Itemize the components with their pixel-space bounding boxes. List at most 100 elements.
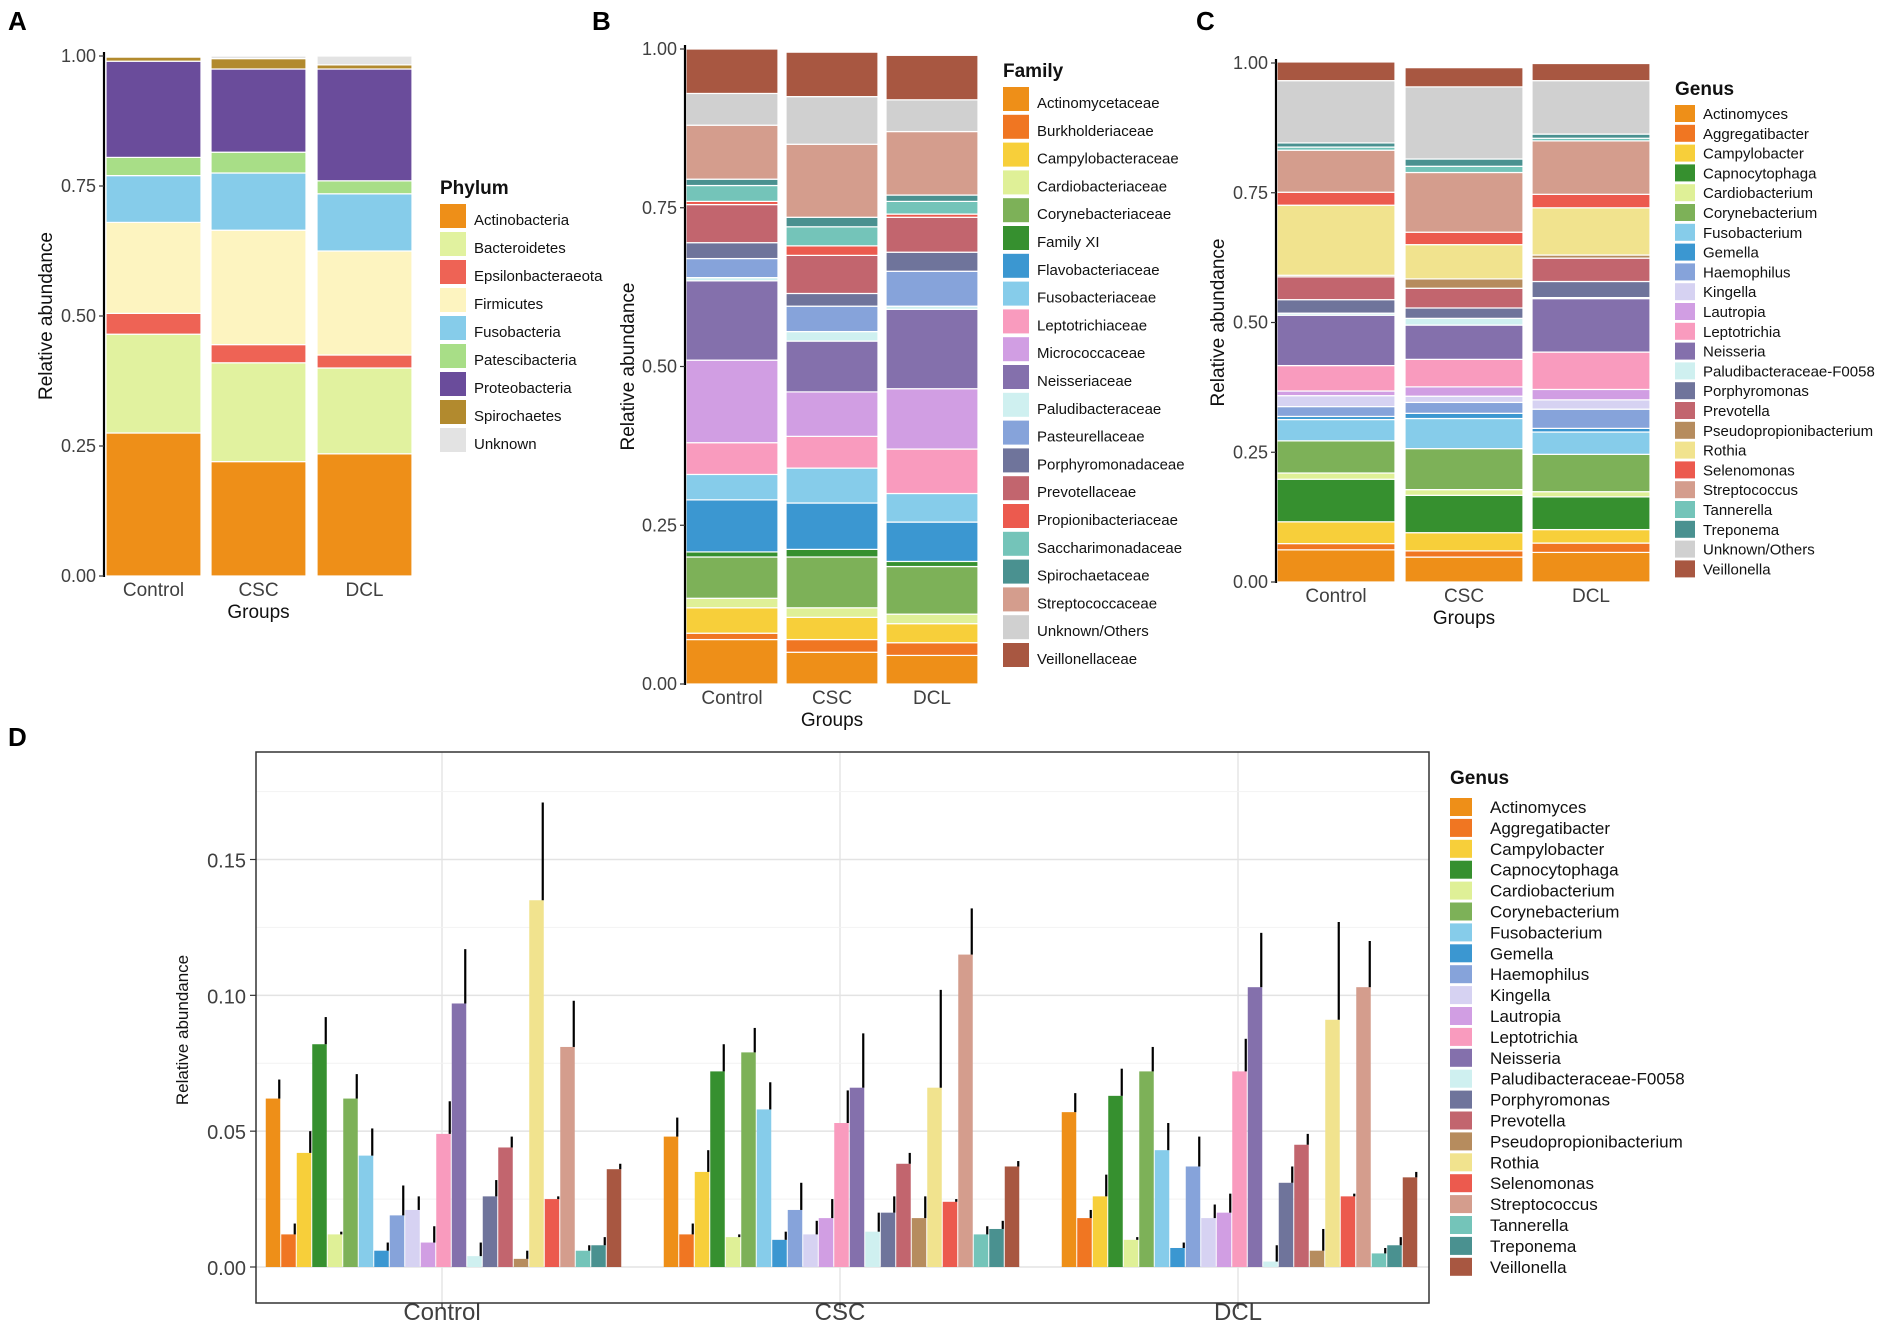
legend-swatch-leptotrichia — [1450, 1027, 1472, 1046]
legend-label: Family XI — [1037, 234, 1100, 251]
bar-segment-csc-porphyromonadaceae — [785, 292, 879, 307]
bar-dcl-gemella — [1170, 1247, 1185, 1267]
bar-segment-control-treponema — [1276, 142, 1396, 148]
legend-swatch-paludibacteraceae-f0058 — [1450, 1069, 1472, 1088]
bar-segment-csc-unknown — [210, 55, 307, 60]
legend-swatch-actinobacteria — [440, 204, 466, 228]
bar-dcl-capnocytophaga — [1108, 1095, 1123, 1267]
bar-segment-csc-veillonella — [1404, 67, 1524, 88]
bar-segment-dcl-cardiobacteriaceae — [885, 613, 979, 625]
bar-segment-dcl-fusobacteria — [316, 193, 413, 252]
legend-label: Unknown/Others — [1037, 623, 1149, 640]
legend-label: Unknown — [474, 436, 537, 453]
bar-csc-lautropia — [818, 1218, 834, 1267]
legend-label: Kingella — [1490, 986, 1551, 1005]
bar-csc-kingella — [803, 1234, 818, 1267]
legend-label: Neisseria — [1703, 344, 1766, 361]
x-tick-label: CSC — [812, 688, 852, 709]
bar-segment-csc-pseudopropionibacterium — [1404, 278, 1524, 289]
legend-swatch-streptococcus — [1450, 1195, 1472, 1214]
legend-swatch-kingella — [1450, 986, 1472, 1005]
bar-segment-control-leptotrichiaceae — [685, 442, 779, 476]
panel-label: D — [8, 722, 27, 752]
y-axis-title: Relative abundance — [173, 955, 192, 1105]
legend-swatch-cardiobacterium — [1450, 881, 1472, 900]
legend-label: Lautropia — [1490, 1007, 1561, 1026]
bar-segment-control-spirochaetes — [105, 56, 202, 62]
x-axis-title: Groups — [801, 710, 863, 731]
bar-segment-dcl-streptococcus — [1531, 140, 1651, 195]
legend-swatch-campylobacter — [1450, 839, 1472, 858]
bar-segment-csc-actinomycetaceae — [785, 651, 879, 685]
bar-segment-control-cardiobacterium — [1276, 472, 1396, 480]
legend-swatch-pasteurellaceae — [1003, 420, 1029, 445]
y-tick-label: 0.75 — [1233, 183, 1268, 203]
y-tick-label: 0.50 — [1233, 313, 1268, 333]
legend-title: Genus — [1675, 79, 1734, 100]
y-tick-label: 0.00 — [61, 566, 96, 586]
bar-segment-control-corynebacteriaceae — [685, 556, 779, 599]
legend-label: Paludibacteraceae-F0058 — [1490, 1070, 1685, 1089]
bar-segment-csc-micrococcaceae — [785, 391, 879, 437]
legend-swatch-streptococcus — [1675, 481, 1695, 499]
legend-label: Leptotrichiaceae — [1037, 317, 1147, 334]
legend-label: Spirochaetes — [474, 408, 562, 425]
bar-csc-treponema — [989, 1228, 1004, 1267]
bar-segment-dcl-bacteroidetes — [316, 367, 413, 455]
legend-swatch-treponema — [1675, 520, 1695, 538]
bar-segment-control-unknown-others — [685, 92, 779, 126]
legend-label: Aggregatibacter — [1703, 126, 1809, 143]
bar-segment-csc-fusobacteria — [210, 172, 307, 231]
legend-label: Corynebacteriaceae — [1037, 206, 1171, 223]
legend-label: Leptotrichia — [1490, 1028, 1578, 1047]
legend-swatch-neisseriaceae — [1003, 365, 1029, 389]
legend-label: Paludibacteraceae — [1037, 401, 1161, 418]
panel-label: C — [1196, 6, 1215, 36]
bar-segment-dcl-burkholderiaceae — [885, 642, 979, 657]
bar-segment-csc-selenomonas — [1404, 231, 1524, 246]
bar-csc-paludibacteraceae-f0058 — [865, 1231, 880, 1267]
legend-swatch-kingella — [1675, 283, 1695, 301]
bar-segment-csc-prevotellaceae — [785, 254, 879, 295]
legend-label: Burkholderiaceae — [1037, 123, 1154, 140]
legend-swatch-prevotella — [1675, 402, 1695, 419]
legend-swatch-veillonella — [1675, 560, 1695, 578]
bar-segment-control-cardiobacteriaceae — [685, 597, 779, 609]
bar-segment-csc-porphyromonas — [1404, 307, 1524, 319]
bar-segment-csc-saccharimonadaceae — [785, 226, 879, 247]
bar-dcl-kingella — [1201, 1218, 1216, 1267]
legend-label: Leptotrichia — [1703, 324, 1781, 341]
legend-swatch-corynebacterium — [1450, 902, 1472, 921]
legend-swatch-porphyromonas — [1675, 382, 1695, 400]
bar-segment-csc-aggregatibacter — [1404, 550, 1524, 558]
bar-segment-dcl-treponema — [1531, 133, 1651, 139]
bar-segment-csc-patescibacteria — [210, 151, 307, 174]
legend-label: Treponema — [1490, 1237, 1577, 1256]
bar-segment-dcl-kingella — [1531, 399, 1651, 410]
bar-csc-gemella — [772, 1239, 787, 1267]
bar-segment-csc-corynebacteriaceae — [785, 556, 879, 609]
bar-segment-control-prevotella — [1276, 276, 1396, 301]
bar-segment-csc-leptotrichiaceae — [785, 435, 879, 469]
bar-segment-control-corynebacterium — [1276, 440, 1396, 474]
legend-label: Epsilonbacteraeota — [474, 268, 603, 285]
x-tick-label: DCL — [1572, 586, 1610, 607]
bar-control-pseudopropionibacterium — [513, 1258, 529, 1267]
bar-control-neisseria — [451, 1003, 467, 1267]
bar-csc-tannerella — [973, 1234, 989, 1267]
legend-swatch-fusobacterium — [1450, 923, 1472, 942]
bar-segment-dcl-actinomycetaceae — [885, 654, 979, 685]
bar-csc-actinomyces — [663, 1136, 679, 1267]
legend-title: Phylum — [440, 178, 509, 199]
bar-segment-dcl-actinobacteria — [316, 453, 413, 577]
legend-swatch-actinomyces — [1675, 105, 1695, 122]
legend-swatch-corynebacteriaceae — [1003, 198, 1029, 223]
legend-label: Saccharimonadaceae — [1037, 540, 1182, 557]
bar-dcl-rothia — [1325, 1019, 1340, 1267]
legend-title: Family — [1003, 61, 1064, 82]
bar-segment-dcl-flavobacteriaceae — [885, 521, 979, 563]
bar-segment-dcl-neisseriaceae — [885, 308, 979, 390]
legend-swatch-unknown-others — [1003, 615, 1029, 640]
legend-label: Campylobacter — [1490, 840, 1605, 859]
bar-control-haemophilus — [389, 1215, 405, 1267]
